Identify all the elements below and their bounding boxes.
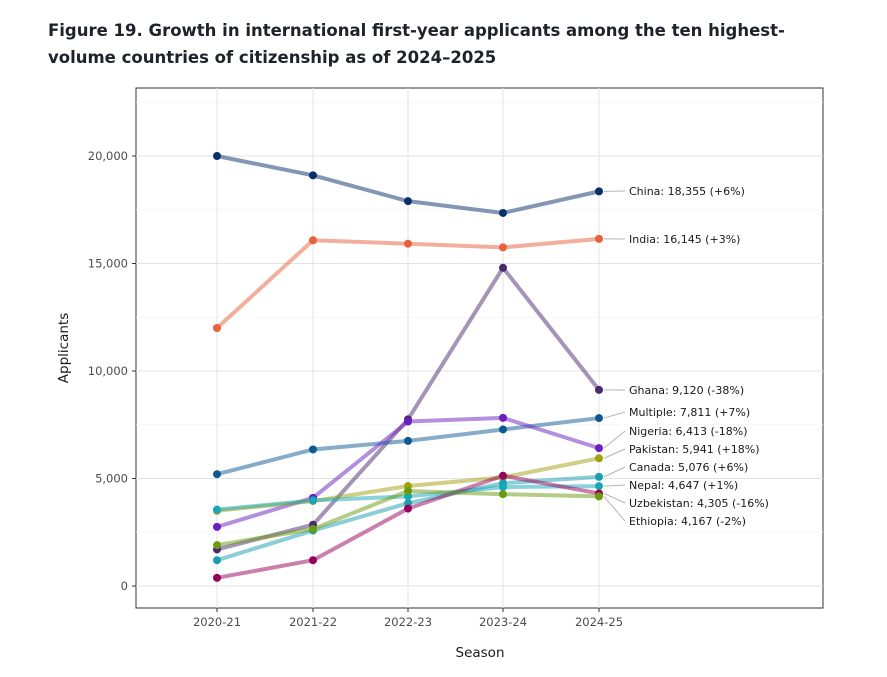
series-label-pakistan: Pakistan: 5,941 (+18%) xyxy=(629,443,760,456)
data-point-china xyxy=(213,152,221,160)
data-point-nigeria xyxy=(404,417,412,426)
x-axis-title: Season xyxy=(456,645,505,661)
x-axis: 2020-21 2021-22 2022-23 2023-24 2024-25 xyxy=(193,608,623,629)
data-point-uzbekistan xyxy=(499,471,507,480)
data-point-china xyxy=(499,208,507,217)
data-point-pakistan xyxy=(595,454,603,463)
data-point-uzbekistan xyxy=(404,504,412,513)
data-point-nepal xyxy=(309,496,317,505)
y-tick-label: 0 xyxy=(121,579,128,593)
data-point-india xyxy=(404,239,412,248)
data-point-uzbekistan xyxy=(309,556,317,565)
x-tick-label: 2023-24 xyxy=(479,615,527,629)
series-label-ghana: Ghana: 9,120 (-38%) xyxy=(629,384,744,397)
data-point-multiple xyxy=(499,425,507,434)
data-point-nigeria xyxy=(595,444,603,453)
y-tick-label: 10,000 xyxy=(88,364,128,378)
y-tick-label: 5,000 xyxy=(95,472,128,486)
data-point-ethiopia xyxy=(404,486,412,495)
series-label-nepal: Nepal: 4,647 (+1%) xyxy=(629,479,738,492)
leader-line xyxy=(603,484,626,487)
x-tick-label: 2022-23 xyxy=(384,615,432,629)
plot-panel xyxy=(135,87,824,609)
y-axis-title: Applicants xyxy=(56,313,72,383)
data-point-nepal xyxy=(595,482,603,491)
leader-line xyxy=(603,448,626,459)
data-point-nepal xyxy=(499,483,507,492)
data-point-ghana xyxy=(595,385,603,394)
data-point-ethiopia xyxy=(595,492,603,501)
data-point-ethiopia xyxy=(499,490,507,499)
series-label-ethiopia: Ethiopia: 4,167 (-2%) xyxy=(629,515,746,528)
data-point-india xyxy=(309,236,317,245)
x-tick-label: 2024-25 xyxy=(575,615,623,629)
series-label-india: India: 16,145 (+3%) xyxy=(629,233,740,246)
chart-title: Figure 19. Growth in international first… xyxy=(48,21,785,67)
series-label-uzbekistan: Uzbekistan: 4,305 (-16%) xyxy=(629,497,769,510)
data-point-india xyxy=(213,324,221,332)
data-point-canada xyxy=(595,472,603,481)
data-point-china xyxy=(309,171,317,180)
data-point-ethiopia xyxy=(309,525,317,534)
data-point-canada xyxy=(213,556,221,565)
x-tick-label: 2020-21 xyxy=(193,615,241,629)
leader-line xyxy=(603,466,626,478)
series-label-multiple: Multiple: 7,811 (+7%) xyxy=(629,406,750,419)
data-point-multiple xyxy=(595,414,603,423)
gridlines xyxy=(136,88,823,608)
data-point-china xyxy=(404,197,412,206)
series-label-nigeria: Nigeria: 6,413 (-18%) xyxy=(629,425,748,438)
y-tick-label: 15,000 xyxy=(88,257,128,271)
leader-line xyxy=(603,411,626,419)
data-point-ethiopia xyxy=(213,541,221,550)
data-point-india xyxy=(595,234,603,243)
x-tick-label: 2021-22 xyxy=(289,615,337,629)
data-point-multiple xyxy=(309,445,317,454)
data-point-china xyxy=(595,187,603,196)
y-axis: 0 5,000 10,000 15,000 20,000 xyxy=(88,149,136,593)
data-point-nepal xyxy=(213,505,221,514)
leader-line xyxy=(603,430,626,449)
data-point-uzbekistan xyxy=(213,573,221,582)
data-point-india xyxy=(499,243,507,252)
leader-line xyxy=(603,496,626,522)
data-point-multiple xyxy=(213,470,221,479)
series-labels: China: 18,355 (+6%) India: 16,145 (+3%) Gh… xyxy=(629,185,769,528)
y-tick-label: 20,000 xyxy=(88,149,128,163)
data-point-nigeria xyxy=(499,413,507,422)
data-point-nigeria xyxy=(213,522,221,531)
data-point-ghana xyxy=(499,263,507,272)
series-label-china: China: 18,355 (+6%) xyxy=(629,185,745,198)
series-points xyxy=(213,152,603,582)
series-label-canada: Canada: 5,076 (+6%) xyxy=(629,461,748,474)
data-point-multiple xyxy=(404,436,412,445)
label-leader-lines xyxy=(603,190,626,522)
leader-line xyxy=(603,492,626,504)
